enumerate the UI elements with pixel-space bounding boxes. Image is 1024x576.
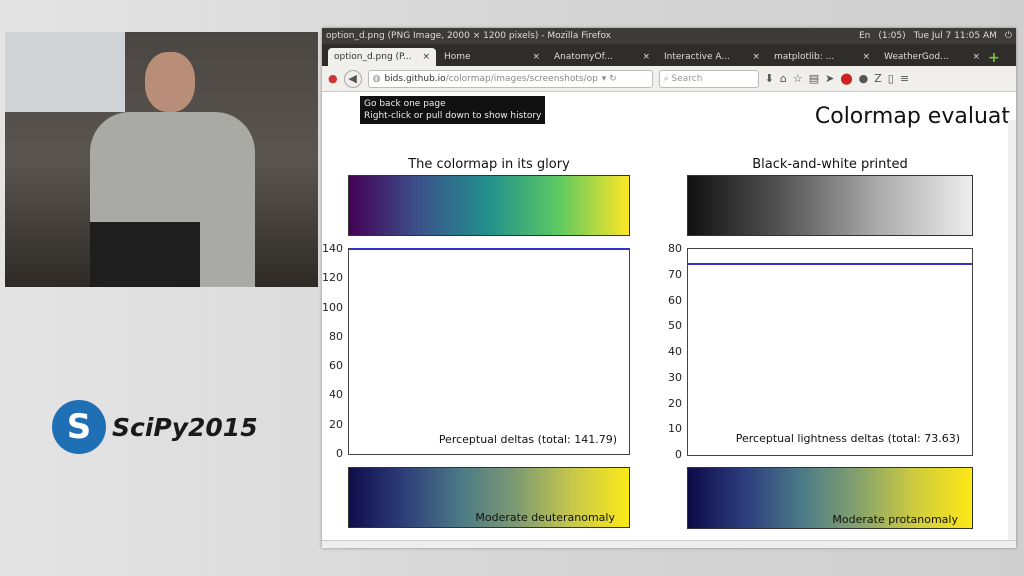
back-tooltip: Go back one page Right-click or pull down… [360, 96, 546, 124]
close-icon[interactable]: × [752, 52, 760, 62]
battery-indicator[interactable]: (1:05) [878, 31, 906, 41]
speaker-head [145, 52, 195, 112]
scipy-logo: S SciPy2015 [52, 400, 258, 454]
y-tick-label: 70 [668, 267, 682, 281]
chart-annotation: Moderate deuteranomaly [475, 511, 615, 524]
y-tick-label: 60 [329, 359, 343, 373]
y-tick-label: 10 [668, 422, 682, 436]
grayscale-bar [687, 175, 973, 236]
adblock-icon[interactable]: ⬤ [840, 72, 853, 85]
title-bar: option_d.png (PNG Image, 2000 × 1200 pix… [322, 28, 1016, 44]
chart-title: Black-and-white printed [752, 157, 908, 172]
firefox-window: option_d.png (PNG Image, 2000 × 1200 pix… [322, 28, 1016, 548]
home-icon[interactable]: ⌂ [779, 72, 787, 85]
send-icon[interactable]: ➤ [825, 72, 835, 85]
nav-bar: ● ◀ ◍ bids.github.io/colormap/images/scre… [322, 66, 1016, 92]
tab[interactable]: option_d.png (P... × [328, 48, 436, 66]
chat-icon[interactable]: ● [858, 72, 869, 85]
zotero-icon[interactable]: Z [874, 72, 882, 85]
close-icon[interactable]: × [532, 52, 540, 62]
bookmark-star-icon[interactable]: ☆ [792, 72, 803, 85]
search-icon: ⌕ [663, 73, 672, 84]
reader-icon[interactable]: ▯ [887, 72, 894, 85]
tab-label: Home [444, 52, 471, 62]
y-tick-label: 140 [322, 242, 343, 255]
tab-bar: option_d.png (P... × Home × AnatomyOf... × … [322, 44, 1016, 66]
tab[interactable]: WeatherGod... × [878, 48, 986, 66]
url-host: bids.github.io [384, 73, 446, 84]
y-tick-label: 120 [322, 271, 343, 285]
y-tick-label: 30 [668, 370, 682, 384]
y-tick-label: 20 [329, 417, 343, 431]
y-tick-label: 100 [322, 300, 343, 314]
scipy-snake-icon: S [52, 400, 106, 454]
back-icon[interactable]: ◀ [343, 69, 362, 88]
tab-label: matplotlib: ... [774, 52, 835, 62]
perceptual-deltas-plot: Perceptual deltas (total: 141.79) 0 20 40 6… [322, 242, 630, 460]
url-path: /colormap/images/screenshots/op [445, 73, 598, 84]
tab-label: AnatomyOf... [554, 52, 613, 62]
close-icon[interactable]: × [862, 52, 870, 62]
laptop [90, 222, 200, 287]
y-tick-label: 60 [668, 293, 682, 307]
chart-annotation: Perceptual deltas (total: 141.79) [438, 433, 617, 446]
reload-icon[interactable]: ▾ ↻ [601, 73, 617, 84]
tooltip-line: Right-click or pull down to show history [364, 111, 542, 121]
chart-annotation: Moderate protanomaly [832, 513, 958, 526]
colormap-bar [348, 175, 630, 236]
power-icon[interactable]: ⏻ [1004, 31, 1012, 41]
series-line [688, 263, 972, 265]
vertical-scrollbar[interactable] [1008, 120, 1016, 540]
tab-label: WeatherGod... [884, 52, 949, 62]
y-tick-label: 0 [336, 447, 343, 460]
close-icon[interactable]: × [422, 52, 430, 62]
y-tick-label: 80 [329, 329, 343, 343]
clock[interactable]: Tue Jul 7 11:05 AM [913, 31, 997, 41]
search-input[interactable]: ⌕ Search [658, 69, 759, 88]
y-tick-label: 50 [668, 319, 682, 333]
new-tab-icon[interactable]: + [988, 50, 1000, 66]
chart-title: The colormap in its glory [408, 157, 570, 172]
chart-annotation: Perceptual lightness deltas (total: 73.6… [735, 432, 960, 445]
tab[interactable]: Home × [438, 48, 546, 66]
y-tick-label: 0 [675, 448, 682, 461]
close-icon[interactable]: × [972, 52, 980, 62]
clipboard-icon[interactable]: ▤ [808, 72, 820, 85]
tab[interactable]: Interactive A... × [658, 48, 766, 66]
window-title: option_d.png (PNG Image, 2000 × 1200 pix… [326, 31, 611, 41]
horizontal-scrollbar[interactable] [322, 540, 1016, 548]
protanomaly-bar: Moderate protanomaly [687, 467, 973, 529]
lightness-deltas-plot: Perceptual lightness deltas (total: 73.6… [668, 242, 973, 461]
tooltip-line: Go back one page [364, 99, 446, 109]
tab[interactable]: matplotlib: ... × [768, 48, 876, 66]
y-tick-label: 20 [668, 396, 682, 410]
page-title: Colormap evaluat [814, 104, 1010, 129]
globe-icon: ◍ [372, 73, 381, 84]
logo-text: SciPy2015 [112, 412, 258, 442]
menu-icon[interactable]: ≡ [899, 72, 910, 85]
y-tick-label: 40 [668, 345, 682, 358]
y-tick-label: 80 [668, 242, 682, 255]
projector-screen [5, 32, 125, 112]
stop-icon[interactable]: ● [328, 72, 338, 85]
search-placeholder: Search [671, 73, 703, 84]
series-line [349, 248, 629, 250]
tab-label: Interactive A... [664, 52, 730, 62]
deuteranomaly-bar: Moderate deuteranomaly [348, 467, 630, 528]
url-bar[interactable]: ◍ bids.github.io/colormap/images/screensh… [367, 69, 653, 88]
close-icon[interactable]: × [642, 52, 650, 62]
tab[interactable]: AnatomyOf... × [548, 48, 656, 66]
speaker-video [5, 32, 318, 287]
tab-label: option_d.png (P... [334, 52, 412, 62]
download-icon[interactable]: ⬇ [764, 72, 774, 85]
y-tick-label: 40 [329, 388, 343, 402]
language-indicator[interactable]: En [858, 31, 871, 41]
